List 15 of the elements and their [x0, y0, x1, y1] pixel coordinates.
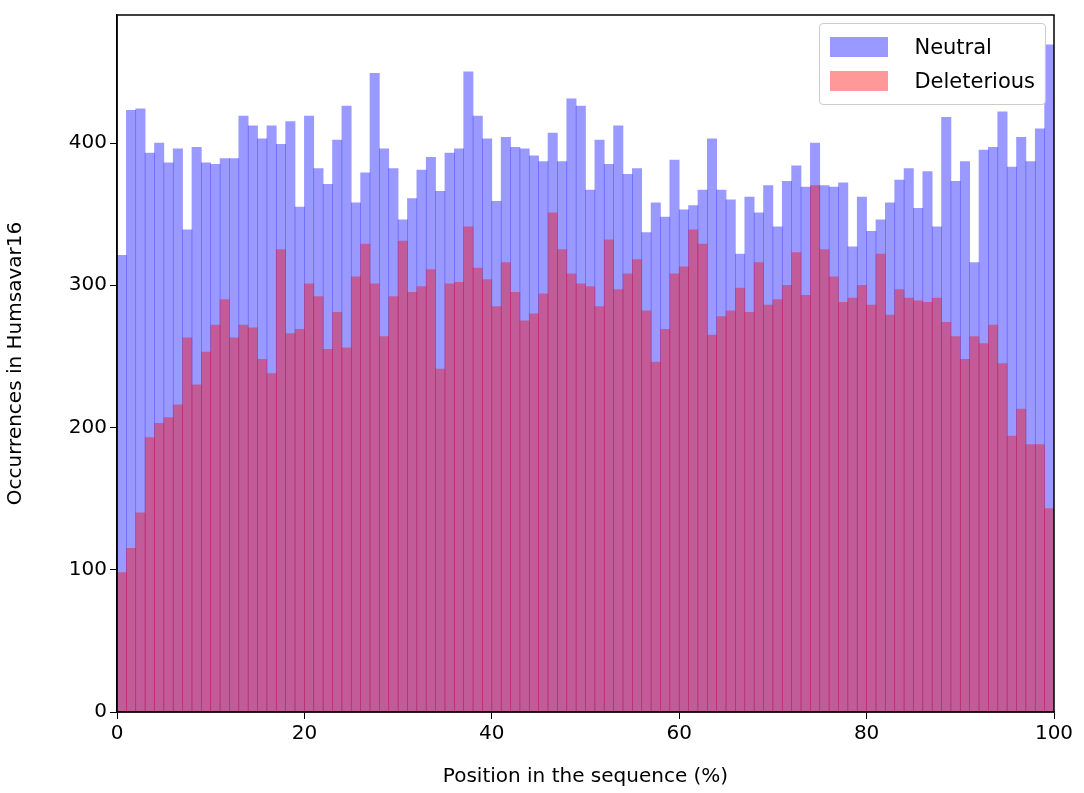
y-tick-label: 0 — [94, 698, 107, 723]
x-tick-label: 0 — [110, 720, 124, 745]
legend-label: Neutral — [914, 35, 992, 59]
x-axis-title: Position in the sequence (%) — [442, 763, 729, 788]
x-tick-label: 20 — [291, 720, 318, 745]
y-tick-label: 300 — [68, 271, 107, 296]
y-tick-label: 200 — [68, 413, 107, 438]
y-tick-label: 100 — [68, 555, 107, 580]
legend-label: Deleterious — [914, 69, 1035, 93]
y-axis-title: Occurrences in Humsavar16 — [2, 221, 27, 506]
x-tick-label: 80 — [853, 720, 880, 745]
y-tick-label: 400 — [68, 129, 107, 154]
x-tick-label: 40 — [479, 720, 505, 745]
x-tick-label: 60 — [666, 720, 692, 745]
x-tick-label: 100 — [1034, 720, 1074, 745]
